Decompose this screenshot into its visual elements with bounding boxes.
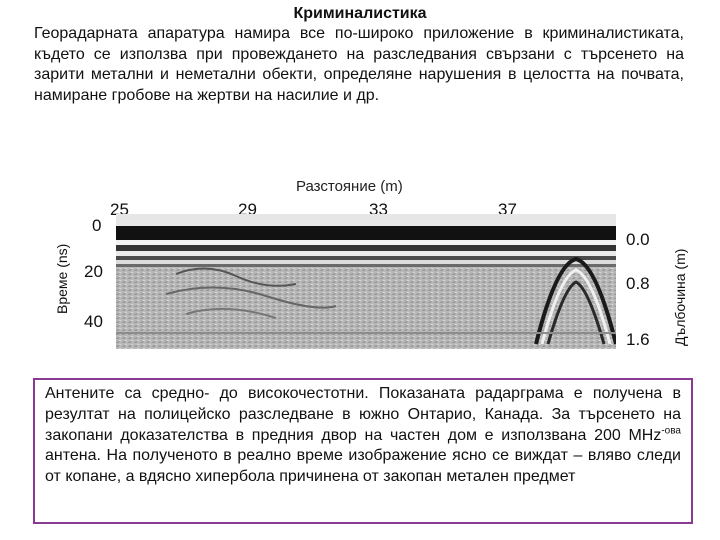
distance-axis-label: Разстояние (m) (296, 178, 403, 195)
time-tick-40: 40 (84, 312, 103, 331)
caption-part-1: Антените са средно- до високочестотни. П… (45, 385, 681, 444)
radargram-figure: Разстояние (m) Време (ns) Дълбочина (m) … (50, 174, 690, 364)
caption-text: Антените са средно- до високочестотни. П… (45, 384, 681, 488)
page-title: Криминалистика (293, 5, 427, 22)
depth-tick-0-8: 0.8 (626, 274, 650, 293)
depth-axis-label: Дълбочина (m) (672, 248, 688, 346)
caption-part-2: антена. На полученото в реално време изо… (45, 447, 681, 486)
time-tick-0: 0 (92, 216, 102, 235)
caption-superscript: -ова (661, 425, 681, 437)
time-tick-20: 20 (84, 262, 103, 281)
caption-box: Антените са средно- до високочестотни. П… (33, 378, 693, 524)
depth-tick-0-0: 0.0 (626, 230, 650, 249)
time-axis-label: Време (ns) (54, 243, 70, 314)
depth-tick-1-6: 1.6 (626, 330, 650, 349)
radargram-image (116, 214, 616, 349)
intro-paragraph: Георадарната апаратура намира все по-шир… (34, 25, 684, 104)
